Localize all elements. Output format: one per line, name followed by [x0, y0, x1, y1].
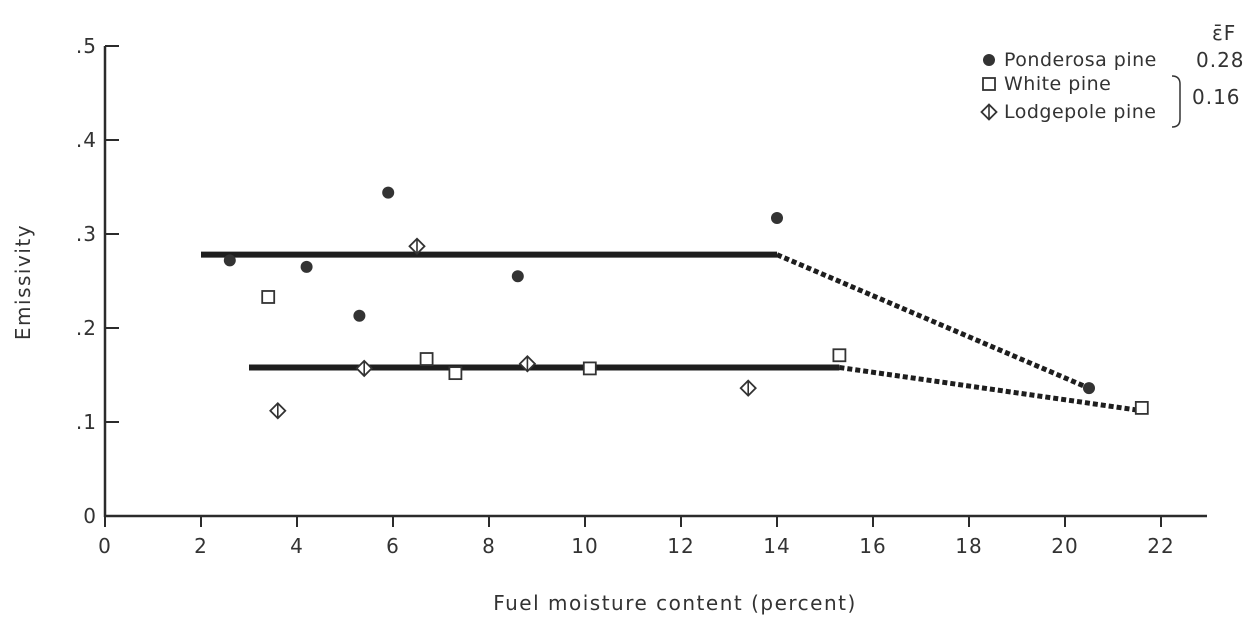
ponderosa-pine-point — [353, 309, 366, 322]
lodgepole-pine-point — [269, 401, 287, 420]
white-pine-point — [261, 290, 276, 304]
legend-marker-white-pine — [982, 77, 996, 91]
x-tick-label: 12 — [667, 534, 694, 558]
white-pine-point — [832, 348, 847, 363]
x-tick-label: 6 — [386, 534, 400, 558]
white-pine-point — [448, 366, 463, 381]
tick-labels: 0 .1 .2 .3 .4 .5 0 2 4 6 8 10 12 14 16 18 20 22 — [76, 34, 1174, 558]
lodgepole-pine-point — [739, 379, 757, 397]
legend-bracket — [1171, 75, 1181, 128]
x-tick-label: 8 — [482, 534, 496, 558]
legend-label-lodgepole-pine: Lodgepole pine — [1004, 101, 1156, 123]
legend-value-ponderosa: 0.28 — [1196, 48, 1245, 72]
x-tick-label: 16 — [859, 534, 886, 558]
ponderosa-pine-point — [300, 260, 313, 273]
lodgepole-pine-point — [408, 237, 426, 255]
y-tick-label: .5 — [76, 34, 97, 58]
legend-label-white-pine: White pine — [1004, 73, 1111, 95]
legend-marker-lodgepole-pine — [980, 103, 998, 121]
ponderosa-pine-point — [382, 186, 395, 199]
ponderosa-pine-point — [511, 270, 524, 283]
fit-line-dashed — [776, 252, 1090, 391]
lodgepole-pine-point — [518, 354, 537, 373]
y-tick-label: .3 — [76, 222, 97, 246]
fit-line-dashed — [839, 365, 1143, 414]
data-points — [223, 186, 1149, 420]
legend-marker-ponderosa-pine — [983, 54, 995, 66]
plot-frame — [103, 45, 1207, 527]
ponderosa-pine-point — [223, 254, 236, 267]
legend-value-white-lodgepole: 0.16 — [1192, 85, 1241, 109]
y-tick-label: 0 — [83, 504, 97, 528]
white-pine-point — [582, 361, 597, 376]
x-tick-label: 20 — [1051, 534, 1078, 558]
x-tick-label: 10 — [571, 534, 598, 558]
x-tick-label: 18 — [955, 534, 982, 558]
x-tick-label: 22 — [1147, 534, 1174, 558]
legend-label-ponderosa-pine: Ponderosa pine — [1004, 49, 1157, 71]
y-axis-label: Emissivity — [11, 224, 35, 340]
ponderosa-pine-point — [1083, 382, 1095, 395]
legend-header: ε̄F — [1212, 21, 1236, 45]
x-tick-label: 4 — [290, 534, 304, 558]
ponderosa-pine-point — [771, 212, 783, 225]
y-tick-label: .1 — [76, 410, 97, 434]
y-tick-label: .4 — [76, 128, 97, 152]
y-tick-label: .2 — [76, 316, 97, 340]
lodgepole-pine-point — [355, 359, 373, 378]
x-tick-label: 0 — [98, 534, 112, 558]
fit-lines — [201, 251, 1143, 414]
x-tick-label: 14 — [763, 534, 790, 558]
x-tick-label: 2 — [194, 534, 208, 558]
x-axis-label: Fuel moisture content (percent) — [493, 591, 857, 615]
white-pine-point — [419, 352, 434, 366]
white-pine-point — [1134, 400, 1149, 415]
